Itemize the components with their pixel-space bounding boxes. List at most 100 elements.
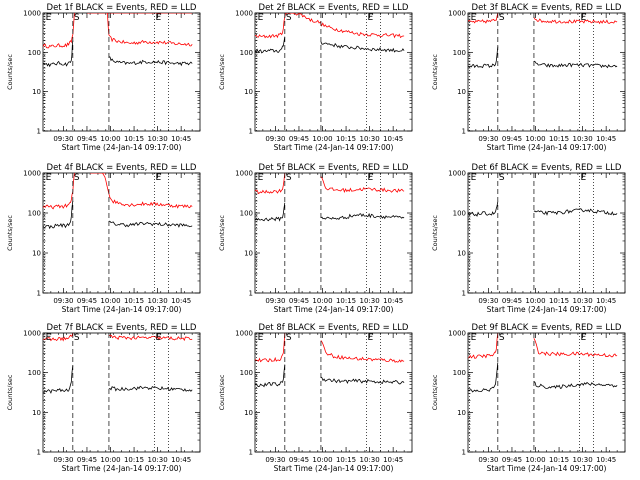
y-tick-label: 1	[249, 128, 253, 136]
x-tick-label: 10:15	[549, 135, 569, 143]
time-marker-label: E	[580, 173, 586, 183]
panel-title: Det 1f BLACK = Events, RED = LLD	[47, 3, 197, 13]
detector-panel: Det 2f BLACK = Events, RED = LLD Counts/s…	[218, 3, 413, 152]
lld-series-line	[533, 338, 618, 358]
events-series-line	[108, 56, 193, 67]
panel-title: Det 7f BLACK = Events, RED = LLD	[47, 323, 197, 333]
y-tick-label: 1000	[448, 10, 466, 18]
x-axis-label: Start Time (24-Jan-14 09:17:00)	[62, 305, 182, 314]
x-tick-label: 10:00	[525, 297, 545, 305]
x-tick-label: 10:15	[124, 135, 144, 143]
events-series-line	[533, 208, 618, 216]
plot-frame	[254, 12, 413, 132]
x-tick-label: 10:15	[549, 456, 569, 464]
x-tick-label: 10:00	[100, 297, 120, 305]
y-tick-label: 10	[457, 409, 466, 417]
x-tick-label: 10:45	[171, 456, 191, 464]
y-tick-label: 1000	[448, 170, 466, 178]
time-marker-label: S	[499, 333, 505, 343]
x-tick-label: 10:30	[360, 297, 380, 305]
plot-frame	[467, 172, 626, 294]
events-series-line	[468, 201, 499, 217]
y-axis-label: Counts/sec	[431, 215, 439, 251]
x-tick-label: 10:45	[596, 297, 616, 305]
panel-title: Det 9f BLACK = Events, RED = LLD	[472, 323, 622, 333]
x-tick-label: 09:30	[53, 135, 73, 143]
x-tick-label: 10:00	[312, 135, 332, 143]
x-tick-label: 09:30	[53, 456, 73, 464]
events-series-line	[43, 40, 74, 68]
y-tick-label: 100	[240, 369, 253, 377]
time-marker-label: S	[74, 173, 80, 183]
time-marker-label: S	[499, 13, 505, 23]
detector-panel: Det 4f BLACK = Events, RED = LLD Counts/s…	[6, 163, 201, 314]
x-tick-label: 10:15	[549, 297, 569, 305]
y-axis-label: Counts/sec	[218, 374, 226, 410]
events-series-line	[255, 202, 286, 222]
events-series-line	[320, 41, 405, 53]
y-tick-label: 10	[457, 88, 466, 96]
lld-series-line	[102, 173, 193, 209]
x-tick-label: 09:45	[77, 297, 97, 305]
time-marker-label: E	[258, 173, 264, 183]
y-axis-label: Counts/sec	[6, 54, 14, 90]
x-tick-label: 10:30	[360, 456, 380, 464]
time-marker-label: S	[286, 13, 292, 23]
y-tick-label: 10	[32, 409, 41, 417]
y-tick-label: 1000	[235, 10, 253, 18]
detector-panel: Det 1f BLACK = Events, RED = LLD Counts/s…	[6, 3, 201, 152]
lld-series-line	[289, 13, 405, 39]
events-series-line	[43, 365, 74, 394]
y-tick-label: 1	[462, 290, 466, 298]
x-tick-label: 10:45	[383, 297, 403, 305]
lld-series-line	[255, 333, 286, 363]
lld-series-line	[468, 13, 499, 24]
time-marker-label: E	[471, 173, 477, 183]
lld-series-line	[533, 17, 618, 25]
x-tick-label: 09:30	[265, 297, 285, 305]
detector-panel: Det 9f BLACK = Events, RED = LLD Counts/s…	[431, 323, 626, 473]
plot-frame	[254, 332, 413, 453]
detector-panel: Det 6f BLACK = Events, RED = LLD Counts/s…	[431, 163, 626, 314]
y-tick-label: 10	[32, 250, 41, 258]
plot-frame	[467, 12, 626, 132]
detector-panel: Det 5f BLACK = Events, RED = LLD Counts/s…	[218, 163, 413, 314]
y-axis-label: Counts/sec	[431, 54, 439, 90]
time-marker-label: E	[471, 333, 477, 343]
x-tick-label: 10:45	[596, 456, 616, 464]
y-tick-label: 10	[457, 250, 466, 258]
time-marker-label: E	[46, 173, 52, 183]
detector-panel: Det 3f BLACK = Events, RED = LLD Counts/s…	[431, 3, 626, 152]
y-tick-label: 1	[462, 449, 466, 457]
x-tick-label: 09:45	[502, 456, 522, 464]
y-tick-label: 1000	[23, 10, 41, 18]
x-tick-label: 10:00	[100, 456, 120, 464]
lld-series-line	[43, 173, 75, 210]
y-tick-label: 1000	[235, 330, 253, 338]
y-axis-label: Counts/sec	[218, 215, 226, 251]
x-tick-label: 09:45	[289, 297, 309, 305]
x-tick-label: 10:45	[596, 135, 616, 143]
lld-series-line	[255, 13, 295, 39]
panel-title: Det 2f BLACK = Events, RED = LLD	[259, 3, 409, 13]
x-tick-label: 10:00	[525, 456, 545, 464]
x-tick-label: 10:30	[573, 456, 593, 464]
time-marker-label: E	[258, 13, 264, 23]
x-tick-label: 09:45	[502, 297, 522, 305]
x-axis-label: Start Time (24-Jan-14 09:17:00)	[62, 464, 182, 473]
x-tick-label: 09:30	[53, 297, 73, 305]
events-series-line	[108, 385, 193, 392]
x-tick-label: 09:30	[478, 135, 498, 143]
time-marker-label: S	[74, 13, 80, 23]
y-tick-label: 100	[453, 369, 466, 377]
y-axis-label: Counts/sec	[6, 215, 14, 251]
plot-frame	[467, 332, 626, 453]
y-tick-label: 100	[28, 369, 41, 377]
y-tick-label: 1	[37, 128, 41, 136]
x-tick-label: 09:45	[289, 135, 309, 143]
x-tick-label: 10:30	[148, 456, 168, 464]
time-marker-label: E	[471, 13, 477, 23]
y-tick-label: 1000	[448, 330, 466, 338]
lld-series-line	[468, 333, 499, 359]
